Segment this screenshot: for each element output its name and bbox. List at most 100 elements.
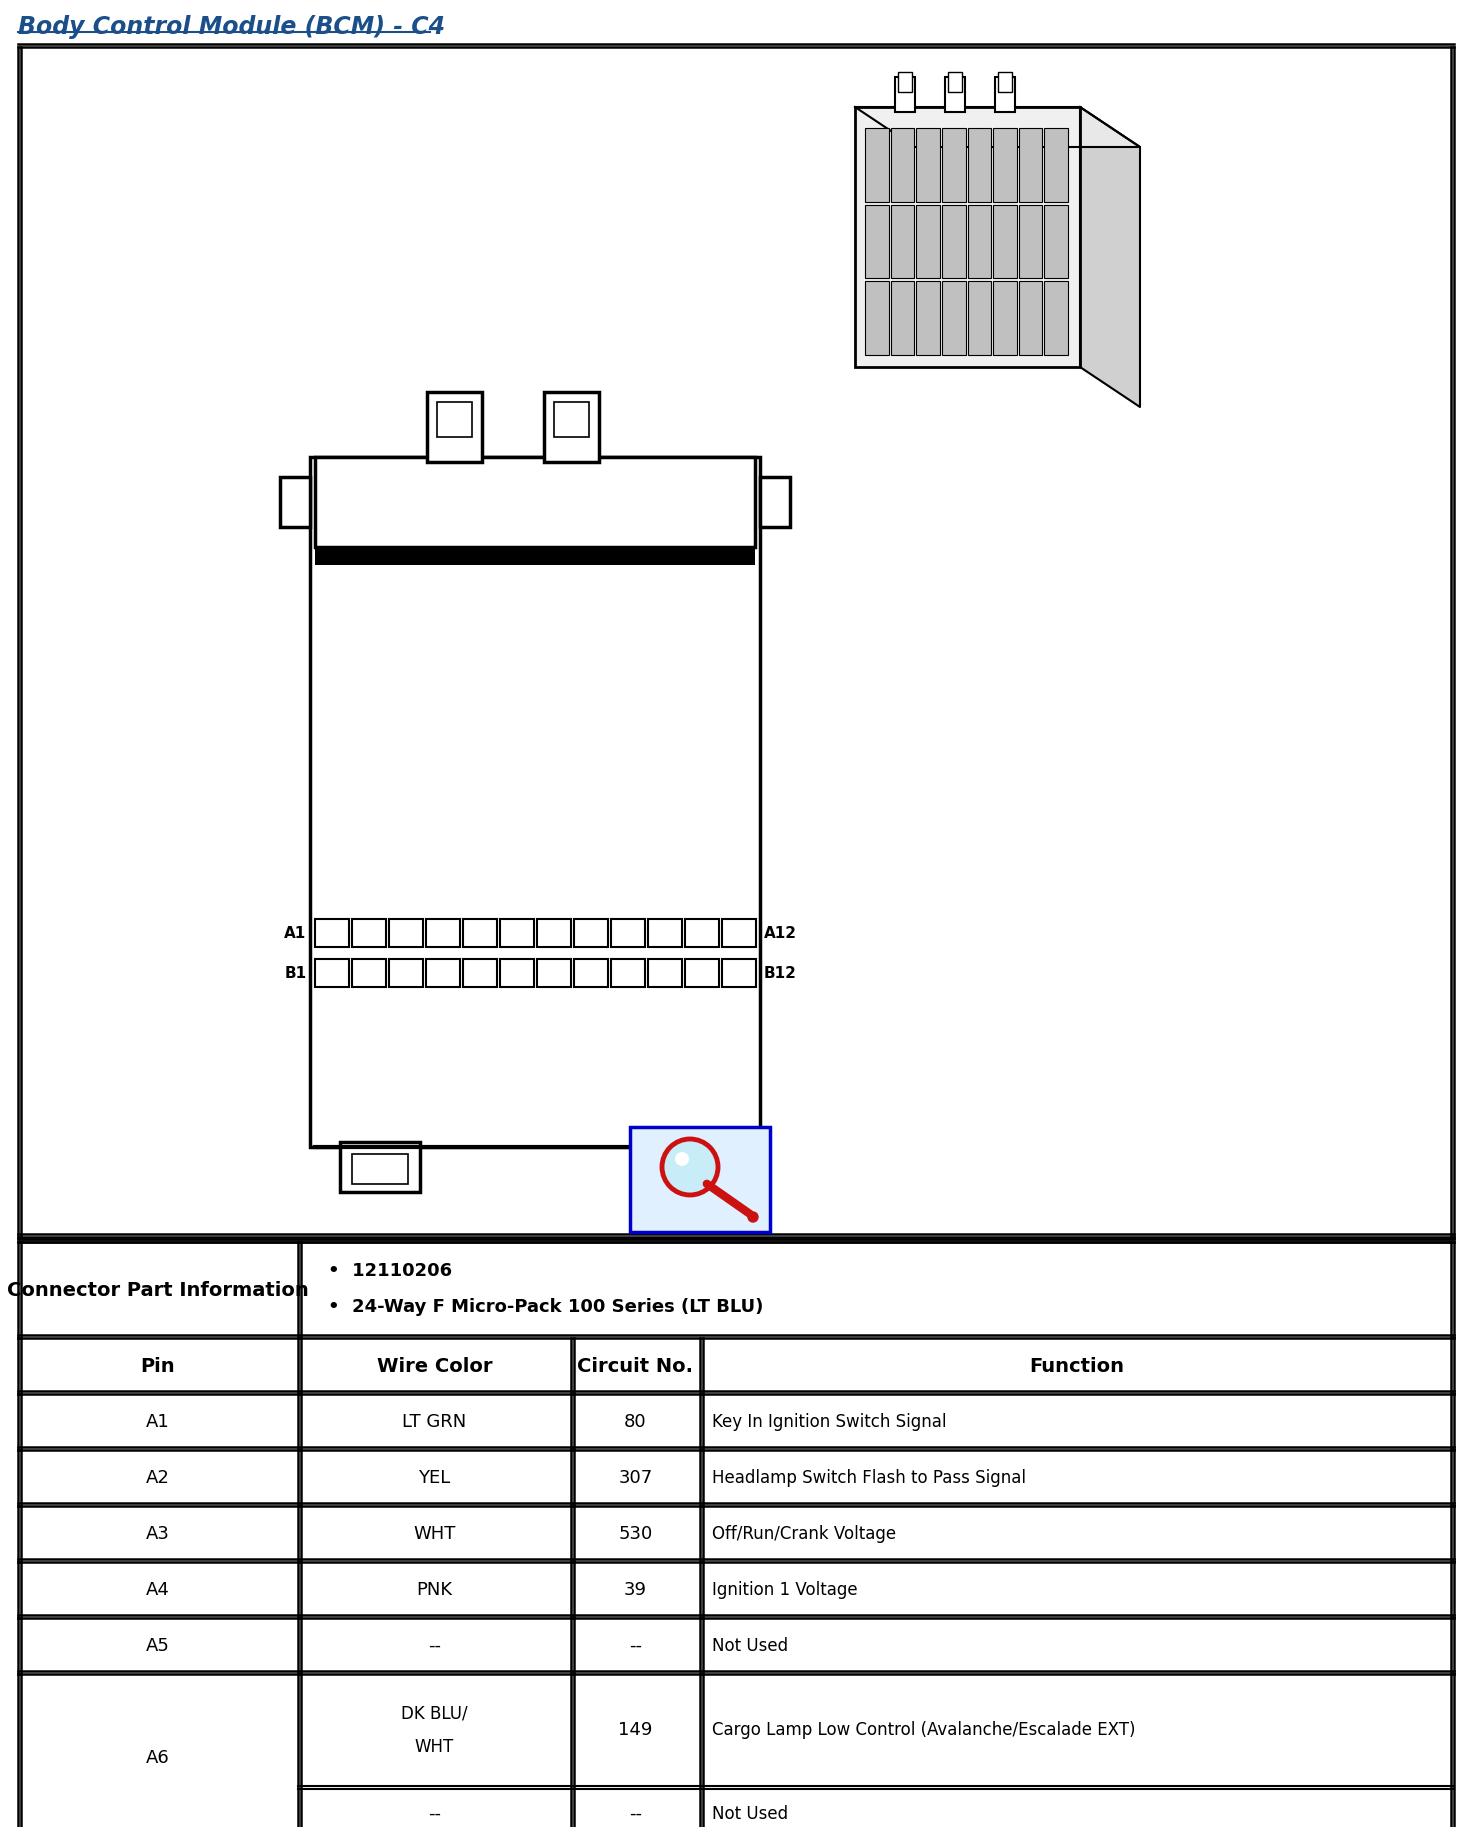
Text: Key In Ignition Switch Signal: Key In Ignition Switch Signal — [712, 1412, 946, 1431]
Text: A6: A6 — [146, 1748, 169, 1767]
Text: A12: A12 — [764, 926, 796, 941]
Bar — [311, 457, 760, 1147]
Bar — [648, 919, 682, 946]
Text: B1: B1 — [284, 965, 306, 981]
Text: Wire Color: Wire Color — [377, 1356, 492, 1376]
Bar — [967, 281, 991, 354]
Bar — [891, 128, 914, 201]
Bar — [760, 477, 790, 526]
Bar — [1019, 205, 1042, 278]
Text: Circuit No.: Circuit No. — [577, 1356, 693, 1376]
Circle shape — [748, 1211, 758, 1222]
Bar — [855, 108, 1080, 367]
Bar — [866, 128, 889, 201]
Bar — [967, 128, 991, 201]
Circle shape — [676, 1153, 689, 1166]
Text: A2: A2 — [146, 1469, 169, 1487]
Bar — [866, 281, 889, 354]
Text: Function: Function — [1029, 1356, 1125, 1376]
Text: Pin: Pin — [141, 1356, 175, 1376]
Bar — [389, 959, 422, 987]
Text: --: -- — [428, 1805, 442, 1823]
Text: --: -- — [428, 1637, 442, 1655]
Bar — [536, 959, 571, 987]
Text: •  24-Way F Micro-Pack 100 Series (LT BLU): • 24-Way F Micro-Pack 100 Series (LT BLU… — [328, 1299, 764, 1315]
Bar — [462, 919, 496, 946]
Text: Connector Part Information: Connector Part Information — [7, 1281, 309, 1299]
Bar — [611, 959, 645, 987]
Bar — [315, 546, 755, 565]
Bar — [427, 393, 481, 462]
Bar — [1019, 281, 1042, 354]
Text: WHT: WHT — [415, 1737, 453, 1756]
Text: Not Used: Not Used — [712, 1805, 788, 1823]
Bar — [499, 919, 533, 946]
Bar — [662, 1155, 718, 1184]
Bar — [437, 402, 471, 437]
Text: 39: 39 — [624, 1580, 648, 1599]
Bar — [574, 959, 608, 987]
Bar — [898, 71, 913, 91]
Bar — [866, 205, 889, 278]
Bar — [352, 1155, 408, 1184]
Text: Headlamp Switch Flash to Pass Signal: Headlamp Switch Flash to Pass Signal — [712, 1469, 1026, 1487]
Text: Body Control Module (BCM) - C4: Body Control Module (BCM) - C4 — [18, 15, 445, 38]
Text: 307: 307 — [618, 1469, 652, 1487]
Text: A4: A4 — [146, 1580, 169, 1599]
Bar — [536, 919, 571, 946]
Text: 149: 149 — [618, 1721, 652, 1739]
Bar — [543, 393, 599, 462]
Bar — [995, 77, 1016, 111]
Bar — [574, 919, 608, 946]
Bar — [895, 77, 916, 111]
Bar — [352, 919, 386, 946]
Bar — [891, 205, 914, 278]
Bar — [721, 919, 755, 946]
Bar — [315, 457, 755, 546]
Bar — [994, 281, 1017, 354]
Text: Cargo Lamp Low Control (Avalanche/Escalade EXT): Cargo Lamp Low Control (Avalanche/Escala… — [712, 1721, 1135, 1739]
Bar — [994, 128, 1017, 201]
Bar — [891, 281, 914, 354]
Text: Off/Run/Crank Voltage: Off/Run/Crank Voltage — [712, 1526, 896, 1544]
Bar — [916, 128, 941, 201]
Bar — [916, 281, 941, 354]
Bar — [945, 77, 966, 111]
Text: A1: A1 — [284, 926, 306, 941]
Text: A1: A1 — [146, 1412, 169, 1431]
Bar — [651, 1142, 730, 1191]
Text: WHT: WHT — [414, 1526, 456, 1544]
Bar — [462, 959, 496, 987]
Text: PNK: PNK — [417, 1580, 452, 1599]
Bar — [998, 71, 1013, 91]
Bar — [916, 205, 941, 278]
Bar — [389, 919, 422, 946]
Bar — [684, 959, 718, 987]
Bar — [942, 128, 966, 201]
Bar — [553, 402, 589, 437]
Text: •  12110206: • 12110206 — [328, 1262, 452, 1279]
Bar — [1019, 128, 1042, 201]
Bar — [499, 959, 533, 987]
Bar — [721, 959, 755, 987]
Text: 80: 80 — [624, 1412, 646, 1431]
Bar — [684, 919, 718, 946]
Bar — [942, 205, 966, 278]
Polygon shape — [855, 108, 1139, 146]
Bar — [994, 205, 1017, 278]
Bar — [425, 959, 459, 987]
Bar — [942, 281, 966, 354]
Bar — [315, 919, 349, 946]
Text: 530: 530 — [618, 1526, 652, 1544]
Bar — [280, 477, 311, 526]
Circle shape — [662, 1138, 718, 1195]
Bar — [630, 1127, 770, 1231]
Text: LT GRN: LT GRN — [402, 1412, 467, 1431]
Bar — [1044, 128, 1069, 201]
Text: Ignition 1 Voltage: Ignition 1 Voltage — [712, 1580, 858, 1599]
Text: YEL: YEL — [418, 1469, 450, 1487]
Text: DK BLU/: DK BLU/ — [402, 1705, 468, 1723]
Bar — [1044, 205, 1069, 278]
Bar — [648, 959, 682, 987]
Bar — [352, 959, 386, 987]
